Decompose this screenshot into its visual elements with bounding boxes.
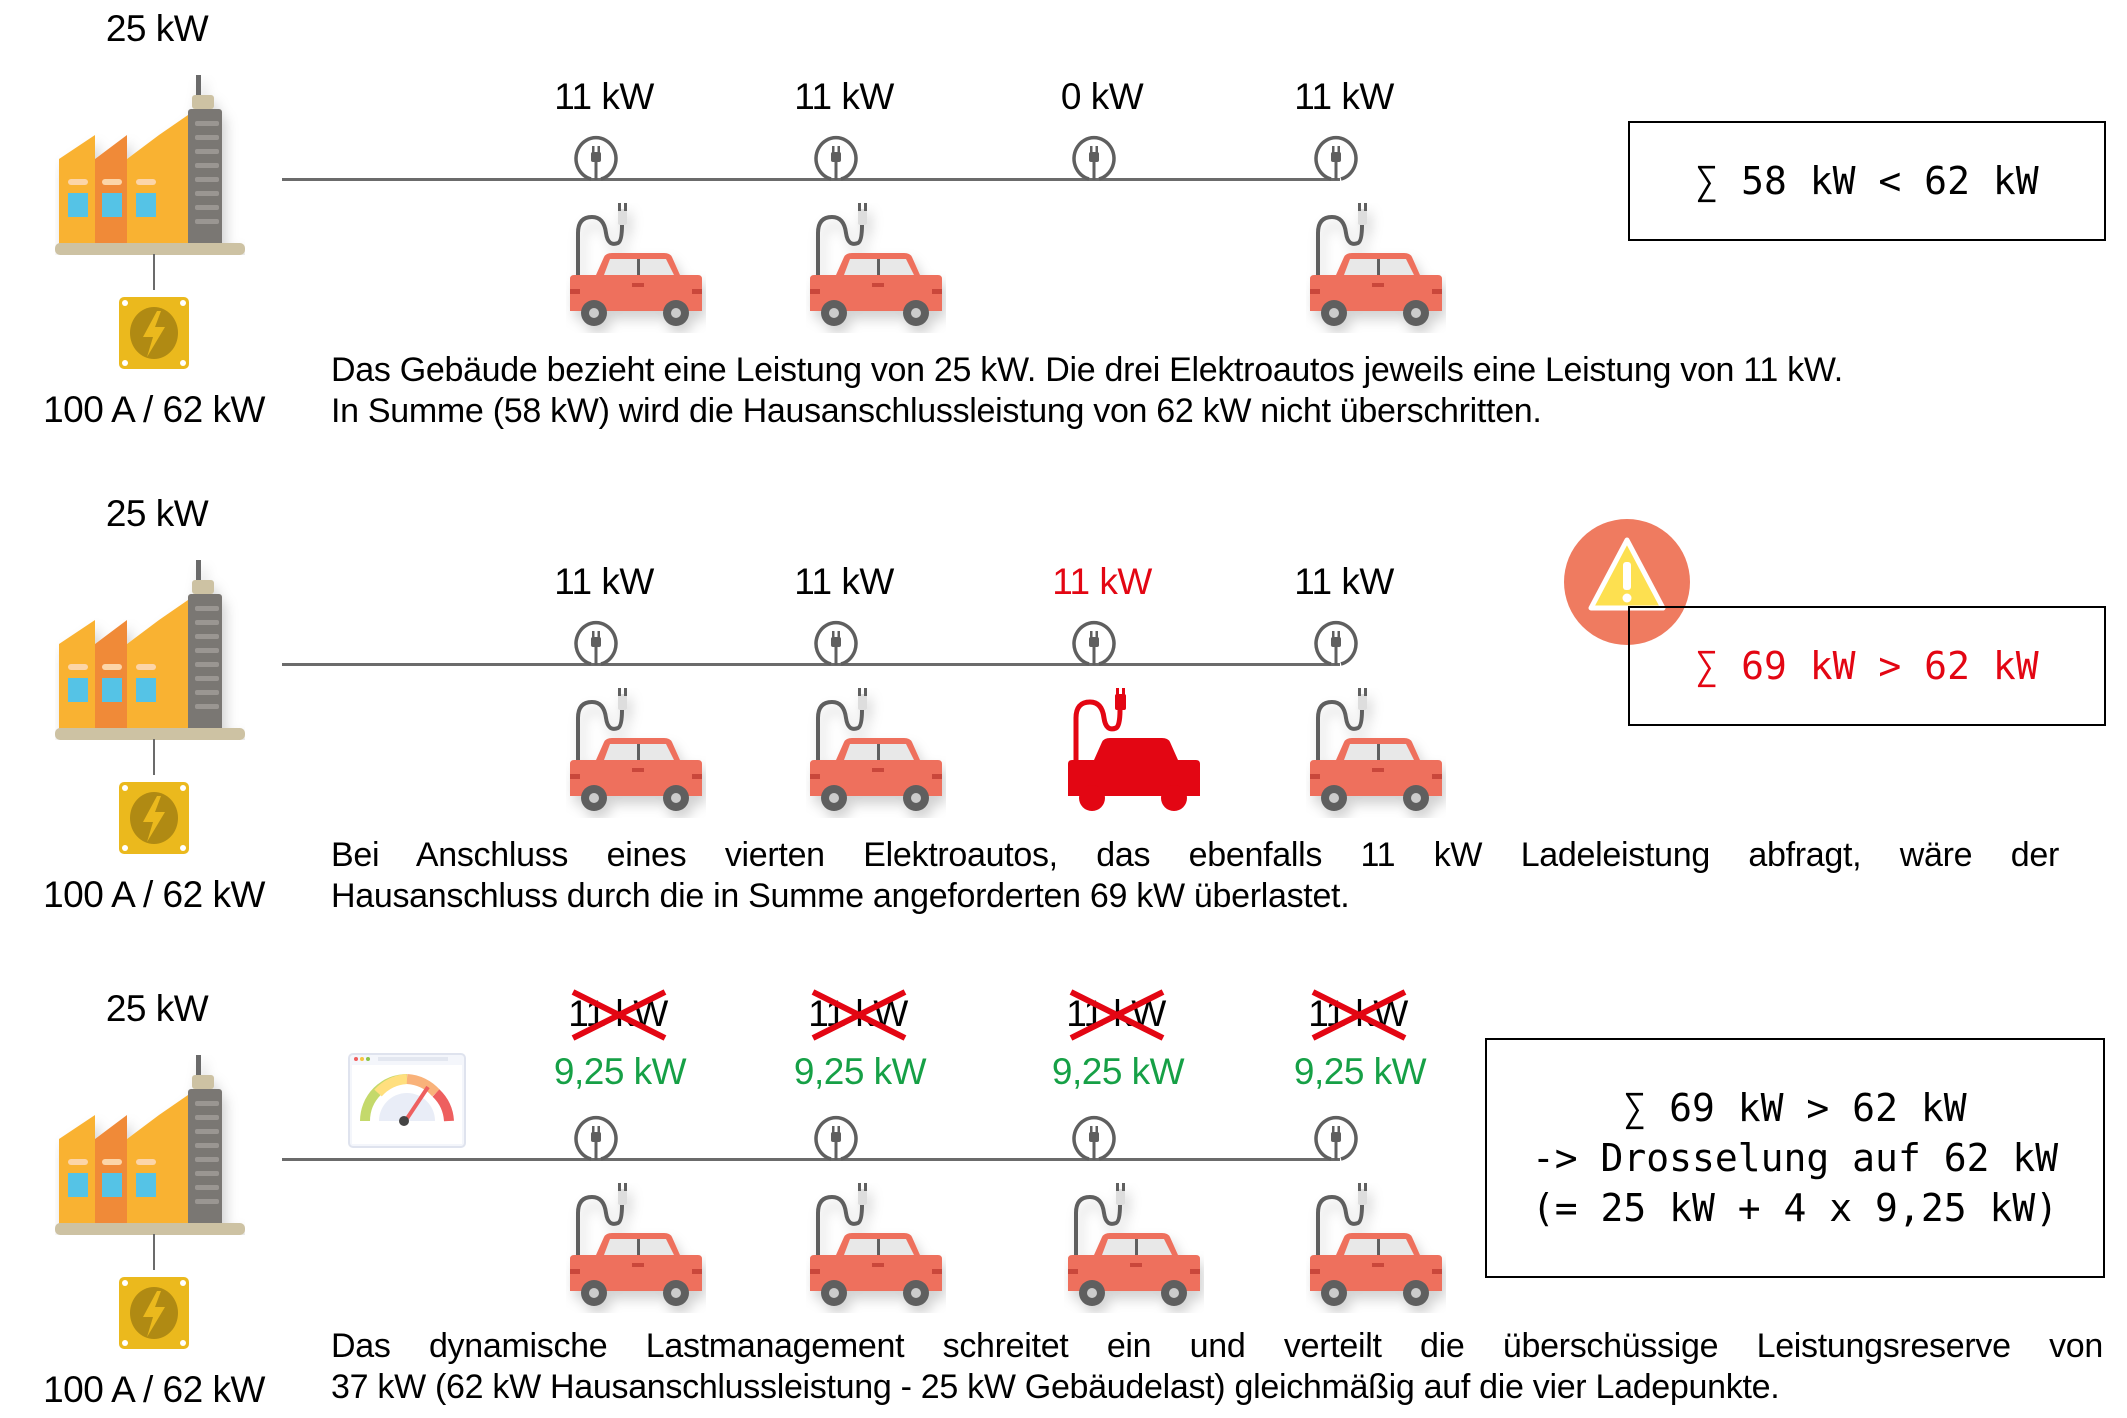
description-line: Hausanschluss durch die in Summe angefor… — [331, 877, 1350, 915]
charging-outlet-icon — [574, 620, 618, 667]
house-connection-label: 100 A / 62 kW — [43, 874, 265, 915]
electric-car-icon — [806, 203, 946, 333]
warning-icon — [1564, 519, 1690, 645]
charging-power-label: 11 kW — [794, 76, 894, 117]
power-summary-box: ∑ 58 kW < 62 kW — [1628, 121, 2106, 241]
charging-outlet-icon — [574, 1115, 618, 1162]
description-line: In Summe (58 kW) wird die Hausanschlussl… — [331, 392, 1542, 430]
strike-cross-icon — [1069, 989, 1165, 1041]
charging-outlet-icon — [1072, 620, 1116, 667]
charging-power-label: 11 kW — [1294, 561, 1394, 602]
charging-power-label: 11 kW — [1052, 561, 1152, 602]
scenario-description: Das Gebäude bezieht eine Leistung von 25… — [331, 350, 1843, 432]
throttled-power-label: 9,25 kW — [553, 1051, 687, 1092]
electric-car-icon — [1306, 1183, 1446, 1313]
electric-car-icon — [566, 1183, 706, 1313]
charging-outlet-icon — [814, 620, 858, 667]
throttled-power-label: 9,25 kW — [793, 1051, 927, 1092]
charging-power-label: 11 kW — [1294, 76, 1394, 117]
charging-power-label: 11 kW — [554, 561, 654, 602]
summary-line: ∑ 69 kW > 62 kW — [1695, 644, 2039, 688]
overloading-ev-icon — [1064, 688, 1204, 818]
charging-outlet-icon — [1314, 620, 1358, 667]
building-connection-line — [153, 254, 155, 290]
power-line — [282, 1158, 1340, 1161]
charging-outlet-icon — [1314, 135, 1358, 182]
charging-outlet-icon — [1072, 135, 1116, 182]
charging-power-label: 11 kW — [794, 561, 894, 602]
summary-line: -> Drosselung auf 62 kW — [1531, 1136, 2059, 1180]
power-line — [282, 178, 1340, 181]
strike-cross-icon — [811, 989, 907, 1041]
power-line — [282, 663, 1340, 666]
summary-line: (= 25 kW + 4 x 9,25 kW) — [1531, 1186, 2059, 1230]
strike-cross-icon — [571, 989, 667, 1041]
fuse-box-icon — [119, 1277, 189, 1349]
strike-cross-icon — [1311, 989, 1407, 1041]
building-connection-line — [153, 739, 155, 775]
electric-car-icon — [1306, 203, 1446, 333]
electric-car-icon — [806, 688, 946, 818]
fuse-box-icon — [119, 297, 189, 369]
charging-power-label: 0 kW — [1060, 76, 1144, 117]
gauge-dashboard-icon — [348, 1053, 466, 1148]
building-icon — [55, 1055, 245, 1235]
electric-car-icon — [806, 1183, 946, 1313]
building-load-label: 25 kW — [105, 493, 209, 534]
house-connection-label: 100 A / 62 kW — [43, 1369, 265, 1410]
electric-car-icon — [566, 688, 706, 818]
electric-car-icon — [1064, 1183, 1204, 1313]
scenario-description: Bei Anschluss eines vierten Elektroautos… — [331, 835, 2059, 917]
description-line: 37 kW (62 kW Hausanschlussleistung - 25 … — [331, 1368, 1780, 1406]
charging-outlet-icon — [814, 135, 858, 182]
building-connection-line — [153, 1234, 155, 1270]
fuse-box-icon — [119, 782, 189, 854]
description-line: Das Gebäude bezieht eine Leistung von 25… — [331, 351, 1843, 389]
charging-outlet-icon — [1314, 1115, 1358, 1162]
building-icon — [55, 560, 245, 740]
electric-car-icon — [1306, 688, 1446, 818]
description-line: Bei Anschluss eines vierten Elektroautos… — [331, 836, 2059, 874]
charging-outlet-icon — [574, 135, 618, 182]
power-summary-box: ∑ 69 kW > 62 kW -> Drosselung auf 62 kW (=… — [1485, 1038, 2105, 1278]
charging-outlet-icon — [814, 1115, 858, 1162]
scenario-description: Das dynamische Lastmanagement schreitet … — [331, 1326, 2103, 1408]
house-connection-label: 100 A / 62 kW — [43, 389, 265, 430]
building-icon — [55, 75, 245, 255]
description-line: Das dynamische Lastmanagement schreitet … — [331, 1327, 2103, 1365]
charging-power-label: 11 kW — [554, 76, 654, 117]
building-load-label: 25 kW — [105, 988, 209, 1029]
building-load-label: 25 kW — [105, 8, 209, 49]
charging-outlet-icon — [1072, 1115, 1116, 1162]
summary-line: ∑ 58 kW < 62 kW — [1695, 159, 2039, 203]
throttled-power-label: 9,25 kW — [1051, 1051, 1185, 1092]
throttled-power-label: 9,25 kW — [1293, 1051, 1427, 1092]
power-summary-box: ∑ 69 kW > 62 kW — [1628, 606, 2106, 726]
summary-line: ∑ 69 kW > 62 kW — [1623, 1086, 1967, 1130]
electric-car-icon — [566, 203, 706, 333]
